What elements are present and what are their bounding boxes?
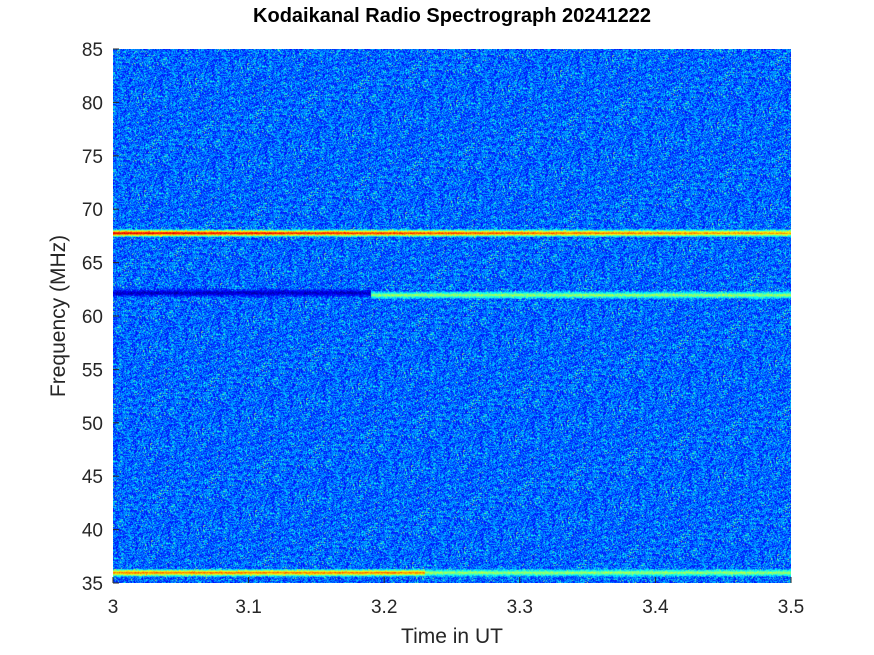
x-axis-label: Time in UT <box>401 625 503 648</box>
y-tick-label: 55 <box>82 360 103 381</box>
y-axis-label: Frequency (MHz) <box>47 235 70 397</box>
y-tick-label: 50 <box>82 414 103 435</box>
chart-title: Kodaikanal Radio Spectrograph 20241222 <box>253 5 651 27</box>
y-tick-label: 80 <box>82 93 103 114</box>
y-tick-label: 65 <box>82 254 103 275</box>
y-tick-label: 70 <box>82 200 103 221</box>
y-tick-label: 85 <box>82 40 103 61</box>
x-axis-ticks: 3 3.1 3.2 3.3 3.4 3.5 <box>108 577 804 618</box>
y-tick-label: 45 <box>82 467 103 488</box>
x-tick-label: 3.3 <box>507 597 533 618</box>
y-tick-label: 60 <box>82 307 103 328</box>
x-tick-label: 3.1 <box>235 597 261 618</box>
x-tick-label: 3.2 <box>371 597 397 618</box>
spectrogram-heatmap <box>113 49 791 583</box>
y-tick-label: 40 <box>82 521 103 542</box>
x-tick-label: 3.4 <box>642 597 669 618</box>
y-tick-label: 75 <box>82 147 103 168</box>
x-tick-label: 3.5 <box>778 597 804 618</box>
y-tick-label: 35 <box>82 574 103 595</box>
x-tick-label: 3 <box>108 597 119 618</box>
